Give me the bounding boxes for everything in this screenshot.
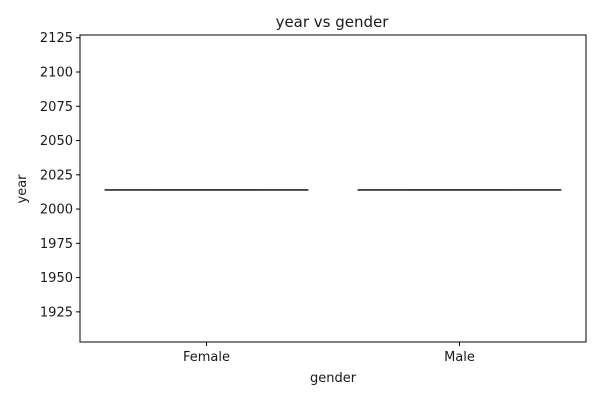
y-tick-label: 1975	[40, 237, 73, 252]
chart-title: year vs gender	[276, 13, 390, 31]
x-axis: Female Male	[183, 342, 475, 365]
y-tick-label: 2000	[40, 203, 73, 218]
y-axis: 1925 1950 1975 2000 2025 2050 2075 2100 2125	[40, 31, 80, 320]
y-tick-label: 2100	[40, 66, 73, 81]
x-tick-label: Female	[183, 350, 230, 365]
y-tick-label: 1925	[40, 305, 73, 320]
y-tick-label: 2050	[40, 134, 73, 149]
plot-area-frame	[79, 34, 587, 343]
y-tick-label: 2125	[40, 31, 73, 46]
y-axis-label: year	[15, 174, 30, 204]
y-tick-label: 2025	[40, 168, 73, 183]
y-tick-label: 1950	[40, 271, 73, 286]
y-tick-label: 2075	[40, 100, 73, 115]
x-axis-label: gender	[310, 371, 357, 386]
x-tick-label: Male	[444, 350, 475, 365]
